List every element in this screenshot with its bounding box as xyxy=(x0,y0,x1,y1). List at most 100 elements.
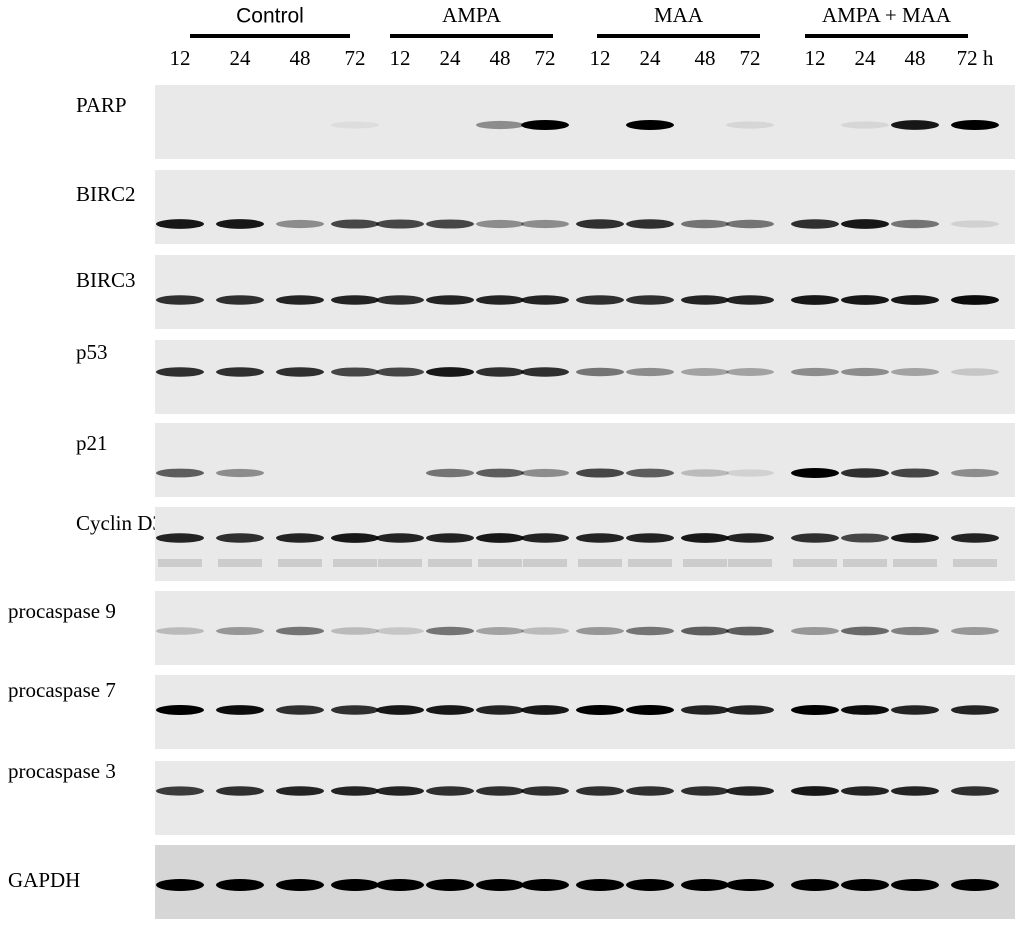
band xyxy=(476,705,524,715)
time-label: 72 h xyxy=(957,46,994,70)
time-label: 12 xyxy=(805,46,826,70)
time-label: 48 xyxy=(290,46,311,70)
band xyxy=(726,121,774,129)
time-label: 72 xyxy=(740,46,761,70)
row-label: GAPDH xyxy=(8,868,80,892)
band xyxy=(891,626,939,636)
band xyxy=(681,533,729,543)
band xyxy=(156,219,204,229)
band xyxy=(951,295,999,305)
band xyxy=(951,786,999,796)
band xyxy=(791,295,839,305)
band xyxy=(791,367,839,377)
band xyxy=(891,533,939,543)
band xyxy=(331,533,379,543)
band xyxy=(476,627,524,635)
band xyxy=(331,121,379,129)
faint-band xyxy=(333,559,377,567)
band xyxy=(576,295,624,305)
band xyxy=(681,368,729,376)
band xyxy=(331,879,379,891)
time-label: 48 xyxy=(905,46,926,70)
time-label: 72 xyxy=(535,46,556,70)
band xyxy=(681,219,729,229)
band xyxy=(521,533,569,543)
band xyxy=(681,879,729,891)
band xyxy=(841,121,889,129)
band xyxy=(726,469,774,477)
band xyxy=(726,705,774,715)
band xyxy=(521,219,569,229)
group-label: MAA xyxy=(654,3,704,27)
row-label: Cyclin D3 xyxy=(76,511,163,535)
band xyxy=(841,626,889,636)
band xyxy=(476,120,524,130)
band xyxy=(681,469,729,477)
band xyxy=(891,295,939,305)
band xyxy=(276,786,324,796)
band xyxy=(476,879,524,891)
time-label: 24 xyxy=(440,46,462,70)
time-label: 24 xyxy=(640,46,662,70)
faint-band xyxy=(843,559,887,567)
band xyxy=(376,786,424,796)
band xyxy=(791,786,839,796)
band xyxy=(576,468,624,478)
band xyxy=(521,468,569,478)
band xyxy=(626,120,674,130)
band xyxy=(576,626,624,636)
band xyxy=(331,705,379,715)
band xyxy=(216,879,264,891)
band xyxy=(626,219,674,229)
band xyxy=(331,219,379,229)
faint-band xyxy=(683,559,727,567)
band xyxy=(726,879,774,891)
band xyxy=(476,367,524,377)
band xyxy=(521,120,569,130)
band xyxy=(476,468,524,478)
band xyxy=(276,533,324,543)
band xyxy=(576,367,624,377)
row-label: procaspase 7 xyxy=(8,678,116,702)
band xyxy=(791,533,839,543)
band xyxy=(276,626,324,636)
row-label: procaspase 3 xyxy=(8,759,116,783)
band xyxy=(476,533,524,543)
band xyxy=(156,295,204,305)
band xyxy=(626,468,674,478)
group-label: Control xyxy=(236,5,304,28)
band xyxy=(426,786,474,796)
faint-band xyxy=(278,559,322,567)
band xyxy=(156,367,204,377)
band xyxy=(626,295,674,305)
time-label: 24 xyxy=(855,46,877,70)
band xyxy=(216,533,264,543)
faint-band xyxy=(378,559,422,567)
band xyxy=(841,367,889,377)
band xyxy=(376,879,424,891)
time-label: 12 xyxy=(390,46,411,70)
band xyxy=(156,468,204,478)
band xyxy=(841,219,889,229)
band xyxy=(891,705,939,715)
band xyxy=(726,368,774,376)
time-label: 12 xyxy=(590,46,611,70)
row-label: p53 xyxy=(76,340,108,364)
faint-band xyxy=(953,559,997,567)
band xyxy=(891,120,939,130)
band xyxy=(331,367,379,377)
band xyxy=(791,705,839,715)
band xyxy=(276,705,324,715)
band xyxy=(476,219,524,229)
band xyxy=(841,295,889,305)
faint-band xyxy=(893,559,937,567)
band xyxy=(156,533,204,543)
band xyxy=(376,219,424,229)
band xyxy=(521,295,569,305)
band xyxy=(476,295,524,305)
band xyxy=(331,786,379,796)
band xyxy=(841,705,889,715)
band xyxy=(841,786,889,796)
band xyxy=(626,786,674,796)
band xyxy=(576,533,624,543)
